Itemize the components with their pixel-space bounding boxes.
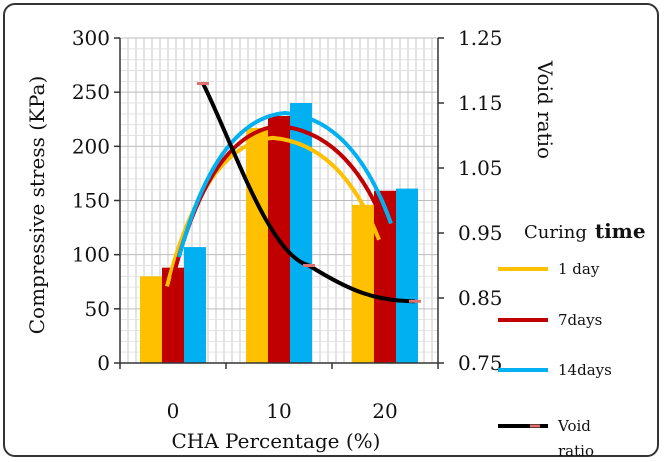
bar-1-day-10	[246, 127, 268, 364]
x-tick-label: 20	[372, 399, 397, 423]
trend-curve-14days	[177, 110, 393, 258]
trend-curves	[165, 110, 393, 287]
legend-label-7days: 7days	[558, 311, 602, 329]
y2-tick-label: 1.05	[458, 156, 503, 180]
legend-title: Curing time	[524, 219, 646, 243]
legend-label-14days: 14days	[558, 361, 612, 379]
x-axis-title: CHA Percentage (%)	[172, 429, 381, 453]
legend-label-void-line2: ratio	[558, 442, 594, 460]
bar-7days-0	[162, 267, 184, 363]
y2-tick-label: 1.25	[458, 26, 503, 50]
axes: 0501001502002503000.750.850.951.051.151.…	[72, 26, 503, 423]
y2-tick-label: 0.75	[458, 351, 503, 375]
legend-label-void-line1: Void	[557, 417, 591, 435]
void-ratio-curve	[201, 82, 416, 304]
bar-14days-20	[396, 188, 418, 363]
y-tick-label: 150	[72, 189, 110, 213]
y-tick-label: 200	[72, 134, 110, 158]
y-tick-label: 250	[72, 80, 110, 104]
legend-label-1-day: 1 day	[558, 260, 600, 278]
bar-1-day-0	[140, 276, 162, 363]
x-tick-label: 0	[167, 399, 180, 423]
legend: Curing time 1 day 7days 14days Void ratio	[498, 219, 646, 460]
legend-title-main: Curing	[524, 222, 587, 243]
bar-14days-10	[290, 103, 312, 363]
void-ratio-line	[197, 82, 421, 304]
x-tick-label: 10	[266, 399, 291, 423]
y-tick-label: 300	[72, 26, 110, 50]
y2-tick-label: 0.95	[458, 221, 503, 245]
y2-tick-label: 1.15	[458, 91, 503, 115]
chart-frame	[3, 3, 659, 457]
y2-tick-label: 0.85	[458, 286, 503, 310]
y2-axis-title: Void ratio	[533, 60, 557, 159]
bar-1-day-20	[352, 204, 374, 363]
bars	[140, 103, 418, 364]
bar-7days-20	[374, 190, 396, 363]
y-tick-label: 50	[85, 297, 110, 321]
y-axis-title: Compressive stress (KPa)	[25, 76, 49, 335]
y-tick-label: 100	[72, 243, 110, 267]
bar-14days-0	[184, 247, 206, 363]
legend-title-bold: time	[595, 219, 646, 243]
y-tick-label: 0	[97, 351, 110, 375]
